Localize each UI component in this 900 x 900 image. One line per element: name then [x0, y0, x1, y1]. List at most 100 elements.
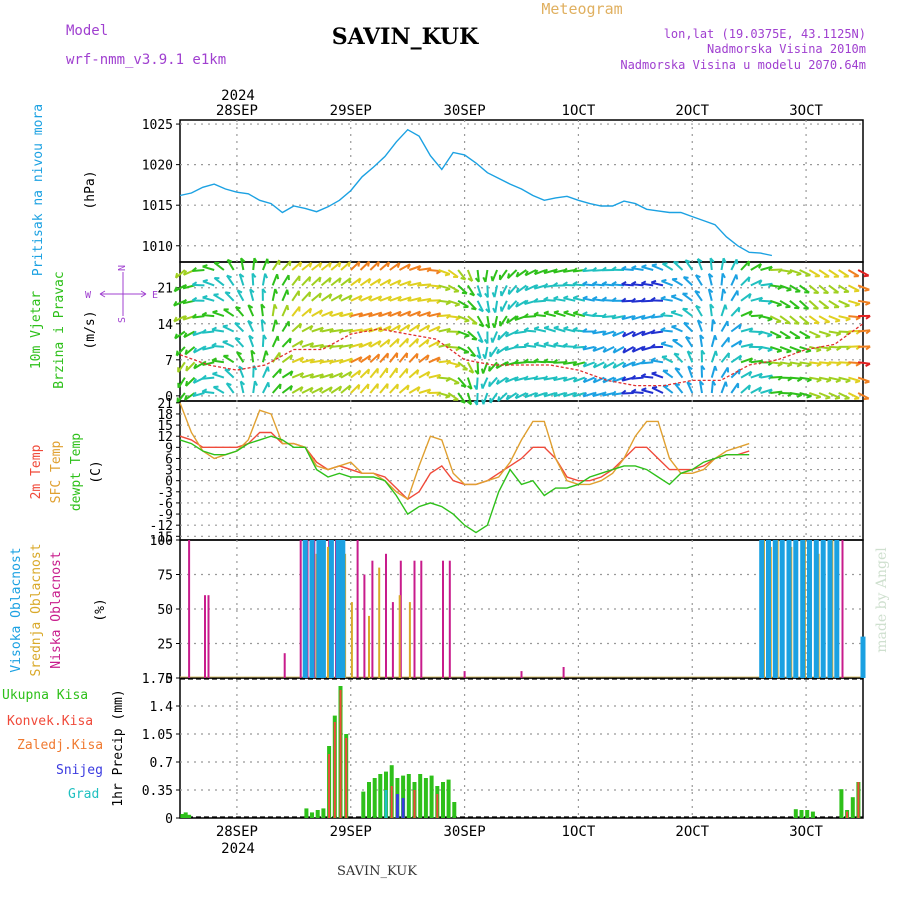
dewpoint-line [179, 435, 750, 534]
pressure-series [179, 128, 773, 257]
wind-arrow-head [758, 373, 763, 379]
wind-arrow [661, 356, 674, 364]
wind-arrow [660, 314, 673, 318]
wind-arrow [582, 297, 595, 302]
wind-arrow [524, 344, 537, 348]
wind-arrow-head [543, 268, 549, 274]
wind-arrow-head [854, 380, 861, 384]
wind-arrow [193, 346, 205, 354]
wind-arrow-head [582, 295, 588, 300]
wind-arrow-head [864, 301, 871, 306]
panel-frames [179, 119, 864, 819]
wind-arrow [379, 338, 391, 348]
wind-arrow-head [553, 325, 559, 329]
wind-arrow-head [254, 380, 258, 387]
bottom-date-label: 2OCT [675, 824, 709, 840]
wind-arrow [476, 346, 482, 359]
wind-arrow-head [513, 376, 519, 382]
wind-arrow [740, 384, 751, 394]
wind-arrow-head [453, 290, 459, 293]
wind-arrow-head [455, 316, 461, 321]
model-label: Model [66, 23, 108, 39]
wind-arrow-head [651, 386, 658, 389]
wind-arrow-head [562, 376, 568, 382]
wind-arrow [398, 384, 410, 394]
wind-arrow-head [844, 397, 850, 400]
ytick-label: 15 [157, 419, 173, 434]
wind-arrow [506, 392, 518, 401]
wind-arrow-head [426, 311, 432, 317]
wind-arrow [350, 383, 361, 394]
wind-arrow [818, 376, 832, 381]
wind-arrow [750, 372, 763, 379]
wind-arrow [809, 376, 822, 381]
wind-arrow [369, 353, 380, 364]
wind-arrow [507, 269, 518, 280]
wind-arrow [320, 293, 332, 302]
wind-arrow-head [376, 383, 379, 389]
wind-arrow-head [485, 308, 491, 314]
wind-arrow [251, 273, 255, 286]
wind-arrow-head [572, 310, 579, 315]
wind-arrow [514, 330, 527, 335]
wind-arrow [484, 269, 489, 283]
cloud-ylabel-3: Niska Oblacnost [49, 551, 64, 668]
wind-arrow [399, 263, 411, 271]
elevation-label: Nadmorska Visina 2010m [707, 42, 866, 56]
wind-arrow [694, 274, 703, 286]
wind-arrow-head [483, 338, 489, 345]
compass-south: S [117, 317, 128, 323]
wind-arrow-head [478, 308, 484, 313]
wind-arrow-head [709, 257, 715, 263]
high-cloud-bar [813, 540, 819, 678]
cloud-bars [180, 540, 866, 678]
wind-arrow-head [461, 291, 468, 295]
wind-arrow [533, 313, 547, 318]
wind-arrow-head [631, 331, 636, 337]
wind-arrow [857, 269, 870, 277]
wind-arrow-head [468, 369, 474, 374]
wind-arrow [847, 392, 860, 400]
wind-arrow-head [252, 365, 258, 371]
ytick-label: 14 [157, 318, 173, 333]
wind-arrow-head [173, 286, 178, 292]
legend-frozen-rain: Zaledj.Kisa [17, 738, 103, 753]
wind-arrow [489, 346, 498, 358]
pressure-yticks: 1010 1015 1020 1025 [142, 118, 180, 255]
wind-arrow [301, 386, 314, 394]
wind-arrow-head [396, 262, 401, 268]
wind-arrow-head [552, 281, 559, 287]
wind-arrow [760, 388, 773, 394]
wind-arrow-head [836, 346, 842, 351]
wind-arrow-head [202, 264, 208, 268]
wind-arrow [192, 283, 205, 287]
wind-arrow-head [572, 391, 578, 398]
wind-arrow-head [504, 360, 510, 367]
wind-arrow [476, 269, 480, 283]
wind-arrow [467, 330, 478, 341]
wind-arrow-head [562, 391, 568, 398]
wind-arrow-head [572, 267, 578, 273]
wind-arrow-head [192, 391, 197, 397]
wind-arrow [261, 334, 265, 347]
wind-arrow [686, 350, 694, 363]
bottom-date-label: 30SEP [444, 824, 486, 840]
wind-arrow-head [490, 276, 494, 282]
wind-arrow-head [813, 307, 819, 310]
wind-arrow-head [266, 258, 270, 264]
high-cloud-bar [786, 540, 792, 678]
wind-arrow-head [471, 307, 477, 311]
wind-arrow [224, 291, 235, 302]
total-rain-bar [446, 779, 451, 818]
wind-arrow-head [426, 324, 431, 331]
wind-arrow-head [416, 386, 421, 392]
wind-arrow-head [815, 348, 822, 353]
wind-arrow [543, 298, 556, 302]
wind-arrow-head [495, 348, 500, 354]
total-rain-bar [361, 791, 366, 818]
wind-arrow-head [533, 375, 539, 381]
wind-arrow [418, 297, 432, 302]
wind-arrow-head [553, 310, 559, 314]
wind-arrow-head [776, 303, 782, 307]
wind-arrow [582, 345, 595, 351]
